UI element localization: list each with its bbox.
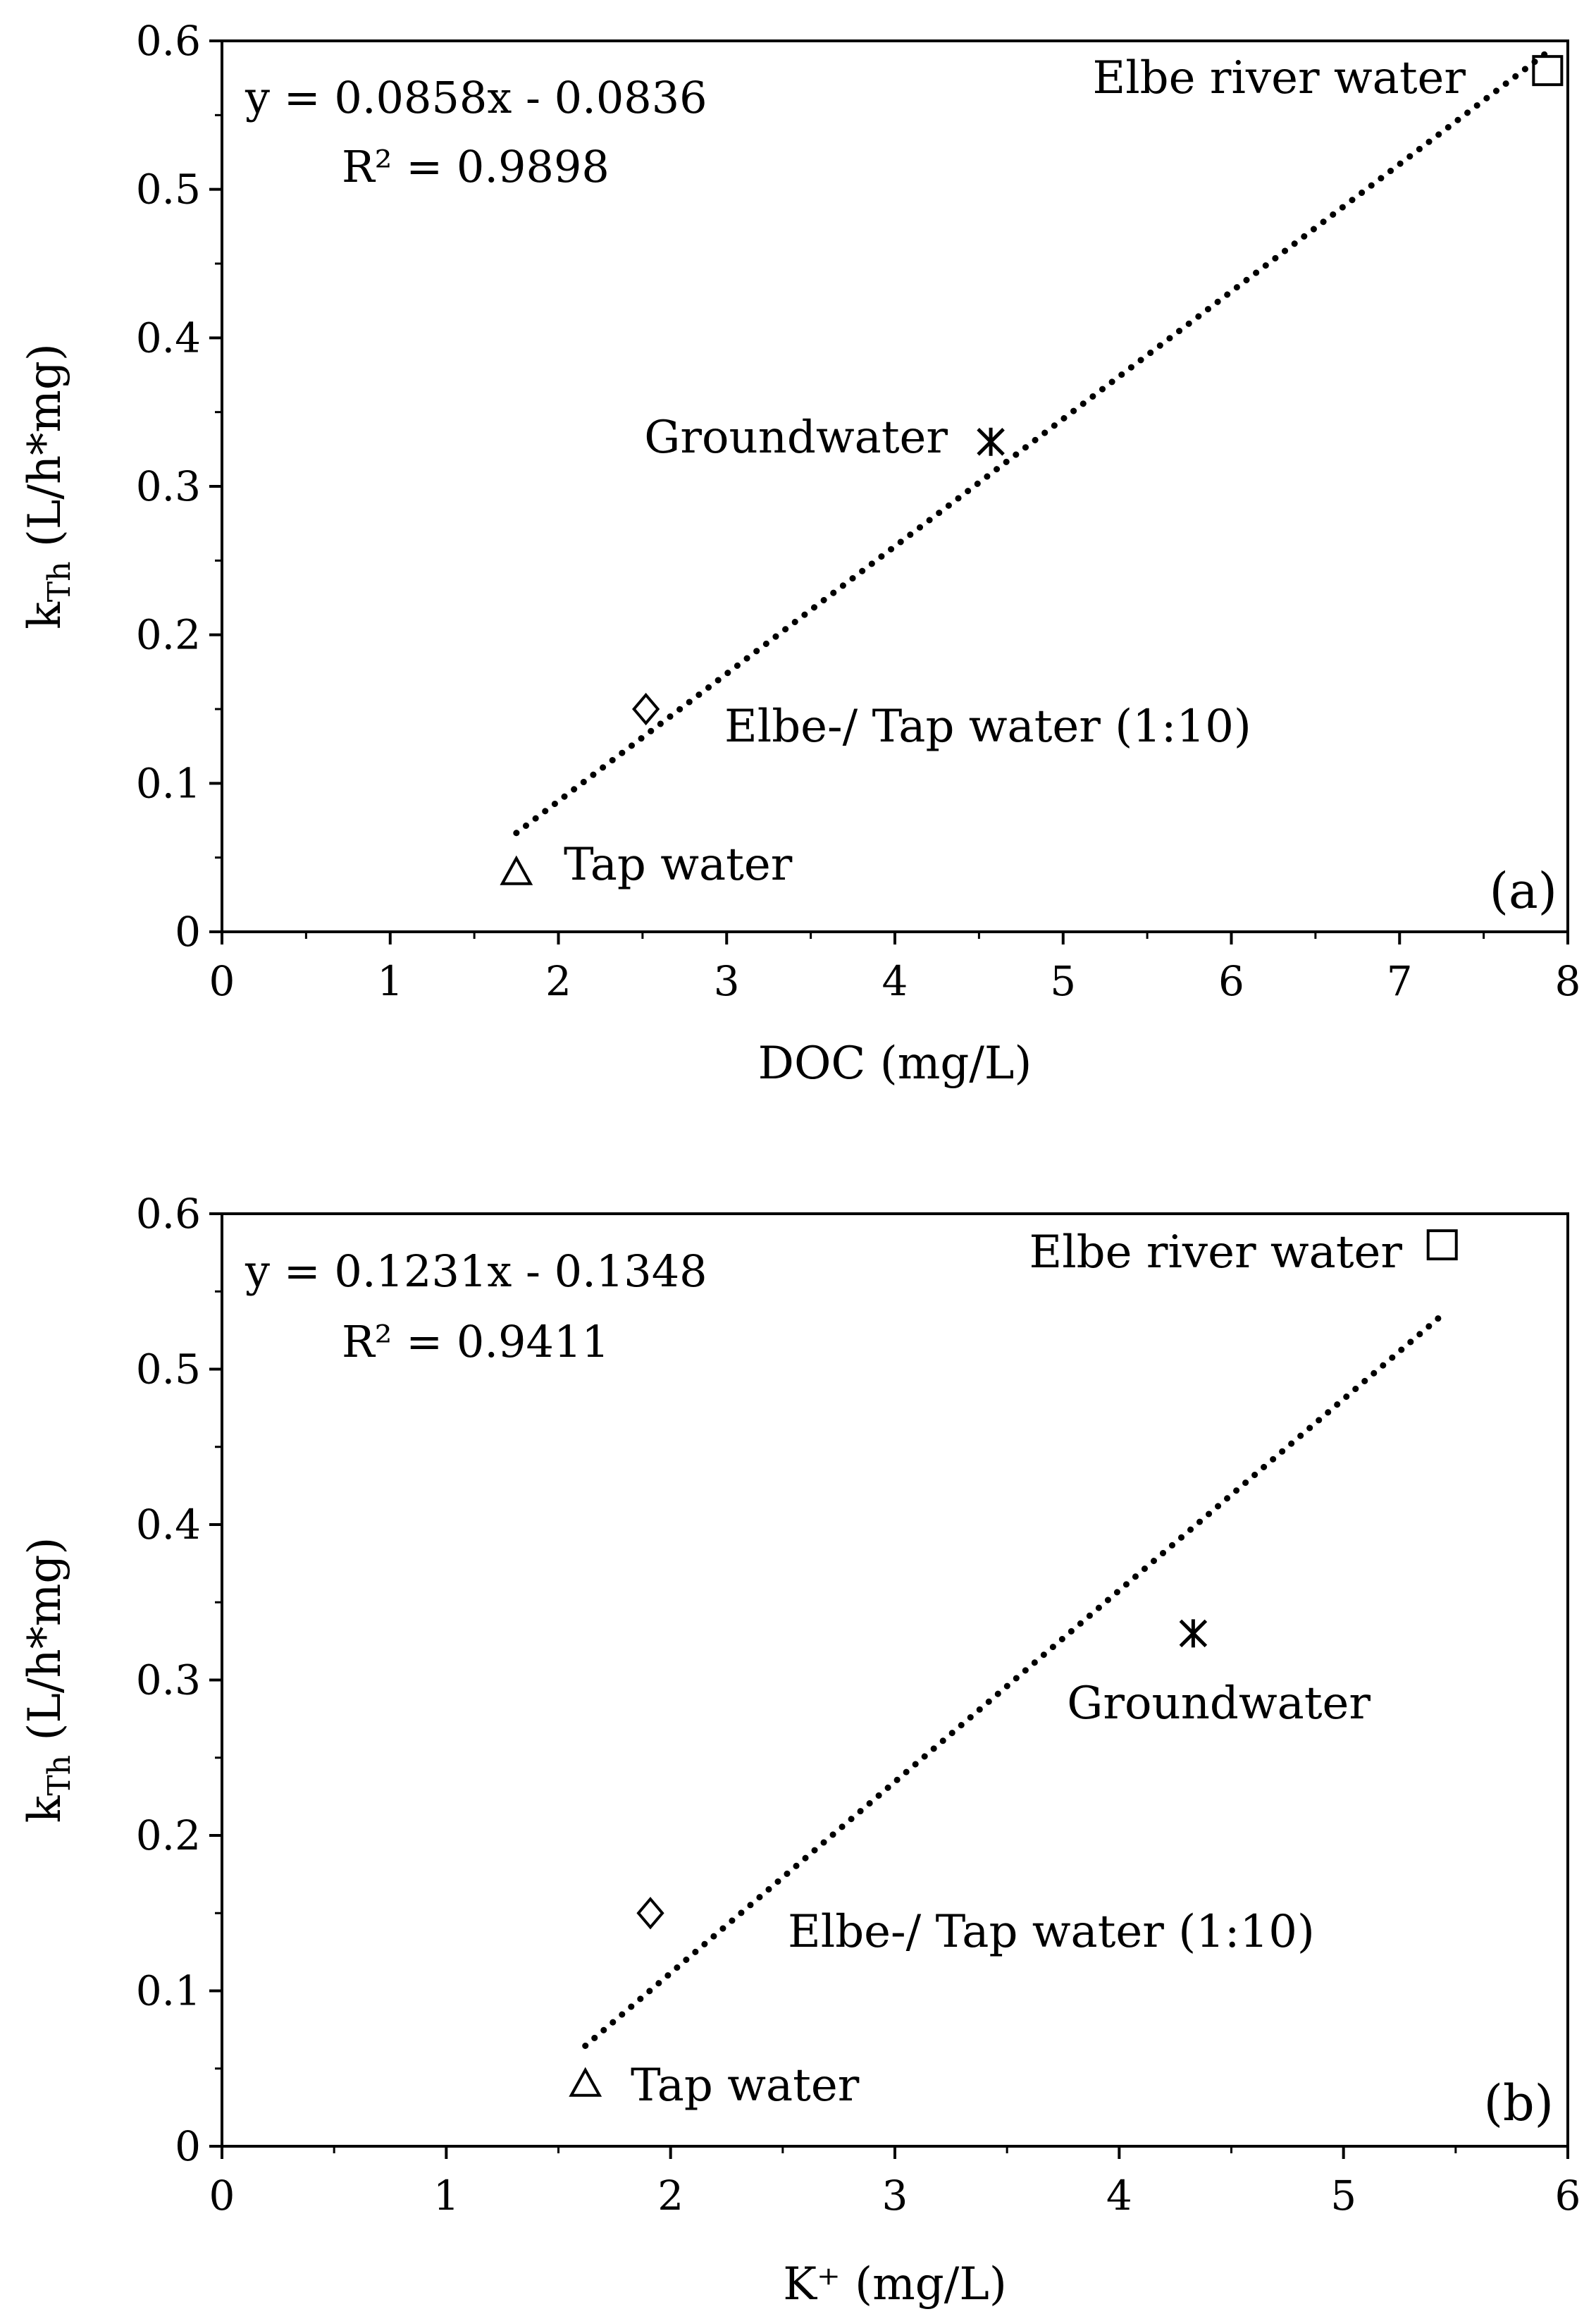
point-label-tap-water: Tap water: [631, 2060, 860, 2112]
x-tick-label: 8: [1555, 957, 1581, 1005]
x-tick-label: 5: [1050, 957, 1076, 1005]
x-tick-label: 6: [1555, 2172, 1581, 2220]
point-label-elbe-tap-water-1-10: Elbe-/ Tap water (1:10): [724, 701, 1251, 753]
data-point-elbe-tap-water-1-10: [632, 692, 660, 726]
data-point-groundwater: [977, 427, 1005, 456]
y-tick-label: 0.1: [136, 1967, 201, 2015]
point-label-elbe-tap-water-1-10: Elbe-/ Tap water (1:10): [788, 1906, 1315, 1958]
x-tick-label: 3: [882, 2172, 908, 2220]
x-tick-label: 7: [1387, 957, 1413, 1005]
x-tick-label: 3: [714, 957, 740, 1005]
y-axis-title-main: k: [19, 1795, 71, 1823]
point-label-elbe-river-water: Elbe river water: [1092, 52, 1466, 104]
y-tick-label: 0.1: [136, 759, 201, 807]
y-tick-label: 0.4: [136, 314, 201, 362]
marker-stroke: [977, 428, 1005, 456]
y-tick-label: 0.3: [136, 1656, 201, 1704]
x-tick-label: 0: [209, 957, 235, 1005]
trendline-equation: y = 0.0858x - 0.0836: [245, 72, 707, 123]
trendline-r-squared: R² = 0.9411: [342, 1316, 610, 1367]
y-tick-label: 0.6: [136, 17, 201, 65]
y-axis-title-subscript: Th: [42, 561, 78, 602]
x-tick-label: 1: [433, 2172, 459, 2220]
x-tick-label: 2: [545, 957, 571, 1005]
y-axis-title-units: (L/h*mg): [19, 343, 71, 561]
y-tick-label: 0.2: [136, 1811, 201, 1859]
y-tick-label: 0.5: [136, 1346, 201, 1393]
x-tick-label: 5: [1330, 2172, 1356, 2220]
y-axis-title-main: k: [19, 601, 71, 629]
chart-panel-b: 0 1 2 3 4 5 6 0 0.1 0.2 0.3 0.4 0.5 0.6 K⁺ (mg/L) kTh (…: [19, 1190, 1580, 2310]
x-tick-label: 6: [1218, 957, 1244, 1005]
point-label-tap-water: Tap water: [564, 839, 793, 891]
y-tick-label: 0.4: [136, 1501, 201, 1549]
y-tick-label: 0.6: [136, 1190, 201, 1238]
panel-tag: (a): [1490, 862, 1557, 920]
y-axis-title: kTh (L/h*mg): [19, 343, 78, 629]
x-axis-title: DOC (mg/L): [758, 1038, 1032, 1090]
x-tick-label: 2: [657, 2172, 683, 2220]
data-point-groundwater: [1179, 1619, 1208, 1648]
point-label-elbe-river-water: Elbe river water: [1029, 1226, 1402, 1279]
panel-tag: (b): [1484, 2074, 1554, 2132]
x-axis-title: K⁺ (mg/L): [783, 2258, 1007, 2310]
x-tick-label: 0: [209, 2172, 235, 2220]
trendline-equation: y = 0.1231x - 0.1348: [245, 1245, 707, 1297]
data-point-tap-water: [500, 855, 533, 885]
y-tick-label: 0: [175, 2122, 201, 2170]
trendline-r-squared: R² = 0.9898: [342, 141, 610, 192]
x-tick-label: 4: [1106, 2172, 1132, 2220]
point-label-groundwater: Groundwater: [644, 412, 948, 464]
x-tick-label: 1: [377, 957, 403, 1005]
x-tick-label: 4: [882, 957, 908, 1005]
y-axis-title: kTh (L/h*mg): [19, 1537, 78, 1823]
marker-stroke: [1179, 1619, 1208, 1648]
trendline: [513, 46, 1554, 837]
data-point-elbe-tap-water-1-10: [636, 1897, 664, 1930]
point-label-groundwater: Groundwater: [1067, 1678, 1371, 1730]
y-tick-label: 0.3: [136, 462, 201, 510]
y-axis-title-subscript: Th: [42, 1755, 78, 1796]
y-tick-label: 0: [175, 908, 201, 956]
trendline: [582, 1312, 1446, 2050]
data-point-tap-water: [569, 2067, 602, 2097]
data-point-elbe-river-water: [1532, 55, 1564, 87]
y-tick-label: 0.2: [136, 611, 201, 659]
data-point-elbe-river-water: [1426, 1229, 1458, 1261]
y-tick-label: 0.5: [136, 166, 201, 214]
y-axis-title-units: (L/h*mg): [19, 1537, 71, 1755]
